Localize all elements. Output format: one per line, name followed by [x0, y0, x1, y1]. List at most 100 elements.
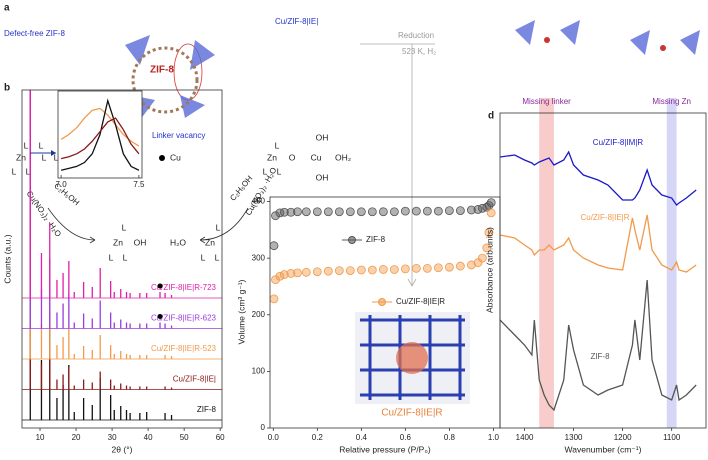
point	[275, 208, 285, 218]
point	[378, 207, 388, 217]
atom-label: L	[263, 166, 268, 176]
tetrahedron	[190, 40, 215, 70]
x-tick-label: 20	[72, 433, 81, 442]
x-axis-label: Relative pressure (P/P₀)	[339, 444, 431, 454]
point	[411, 263, 421, 273]
plot-frame	[499, 112, 707, 429]
atom-label: O	[289, 152, 296, 162]
point	[466, 260, 476, 270]
spectrum	[500, 214, 697, 273]
atom-label: L	[54, 152, 59, 162]
tetrahedron	[630, 30, 650, 55]
x-tick-label: 0.8	[444, 433, 456, 442]
x-tick-label: 50	[180, 433, 189, 442]
point	[323, 207, 333, 217]
x-tick-label: 0.4	[356, 433, 368, 442]
atom-label: L	[39, 140, 44, 150]
atom-label: Zn	[205, 237, 215, 247]
point	[334, 207, 344, 217]
x-tick-label: 1100	[663, 433, 681, 442]
x-tick-label: 10	[36, 433, 45, 442]
plot-area	[500, 150, 697, 412]
point	[444, 206, 454, 215]
point	[411, 206, 421, 216]
x-tick-label: 60	[216, 433, 225, 442]
x-tick-label: 0.0	[268, 433, 280, 442]
series-label: Cu/ZIF-8|IM|R	[593, 138, 644, 147]
inset-curve	[60, 98, 140, 171]
legend-label: Cu/ZIF-8|IE|R	[396, 297, 445, 306]
tetrahedron	[680, 30, 700, 55]
series-label: ZIF-8	[590, 352, 610, 361]
plot-frame	[21, 89, 223, 429]
point	[279, 270, 289, 279]
band-label: Missing Zn	[652, 97, 691, 106]
point	[293, 207, 302, 217]
tetrahedron	[560, 20, 580, 45]
point	[400, 264, 410, 274]
inset-curve	[60, 117, 140, 160]
atom-label: L	[216, 222, 221, 232]
point	[356, 207, 366, 217]
tetrahedron	[125, 35, 150, 65]
atom	[660, 45, 666, 51]
atom-label: OH	[316, 172, 329, 182]
atom-label: L	[123, 252, 128, 262]
series-label: Cu/ZIF-8|IE|	[173, 375, 216, 384]
y-tick-label: 400	[252, 197, 266, 206]
point	[271, 275, 280, 285]
point	[345, 207, 355, 217]
series-label: Cu/ZIF-8|IE|R	[580, 213, 629, 222]
scheme-label: Linker vacancy	[152, 131, 205, 140]
point	[312, 207, 322, 217]
y-axis-label: Absorbance (arb.units)	[484, 227, 494, 313]
point	[271, 211, 280, 221]
series-label: Cu/ZIF-8|IE|R-623	[151, 314, 217, 323]
atom-label: L	[122, 222, 127, 232]
scheme-label: Cu/ZIF-8|IE|	[275, 17, 318, 26]
x-axis-label: Wavenumber (cm⁻¹)	[565, 444, 642, 454]
legend-label: Cu	[170, 152, 181, 162]
legend-label: ZIF-8	[366, 235, 386, 244]
band	[666, 98, 677, 428]
point	[422, 263, 432, 273]
atom-label: L	[12, 166, 17, 176]
atom-label: L	[24, 140, 29, 150]
cu-marker	[157, 314, 163, 319]
point	[345, 266, 355, 276]
y-tick-label: 200	[252, 310, 266, 319]
point	[389, 265, 399, 274]
arrowhead	[51, 150, 56, 156]
arrowhead	[89, 236, 96, 244]
point	[486, 198, 496, 208]
x-tick-label: 40	[144, 433, 153, 442]
point	[389, 207, 399, 217]
scheme-label: Reduction	[398, 31, 434, 40]
spectrum	[500, 150, 697, 206]
atom-label: L	[275, 140, 280, 150]
panel-label: d	[488, 111, 494, 122]
x-tick-label: 1.0	[488, 433, 500, 442]
band-label: Missing linker	[522, 97, 571, 106]
x-tick-label: 1200	[614, 433, 632, 442]
atom-label: L	[277, 166, 282, 176]
atom-label: Zn	[267, 152, 277, 162]
x-tick-label: 1300	[565, 433, 583, 442]
point	[484, 228, 494, 238]
x-tick-label: 0.2	[312, 433, 324, 442]
inset-curve	[60, 107, 140, 147]
point	[486, 208, 496, 218]
point	[367, 265, 377, 275]
point	[455, 261, 465, 271]
panel-label: a	[4, 3, 10, 14]
y-tick-label: 100	[252, 366, 266, 375]
framework	[131, 46, 199, 114]
point	[356, 265, 366, 275]
point	[286, 269, 296, 278]
atom-label: L	[42, 152, 47, 162]
series-label: Cu/ZIF-8|IE|R-523	[151, 344, 217, 353]
series-label: ZIF-8	[197, 405, 217, 414]
legend-marker	[348, 236, 356, 244]
series-label: Cu/ZIF-8|IE|R-723	[151, 283, 217, 292]
